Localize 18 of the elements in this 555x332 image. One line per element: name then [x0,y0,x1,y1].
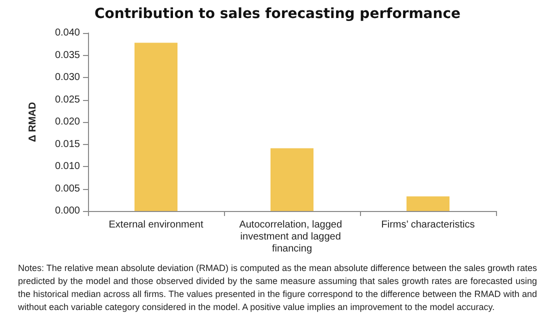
bar [270,148,314,211]
y-axis-title: Δ RMAD [28,102,38,142]
y-tick-label: 0.025 [54,94,80,106]
x-tick-label: External environment [108,220,204,230]
y-tick-label: 0.000 [54,206,80,216]
bar [134,42,178,211]
bar [406,196,450,211]
x-tick-label: Firms’ characteristics [381,220,475,230]
chart-title: Contribution to sales forecasting performance [94,6,461,22]
y-tick-label: 0.040 [54,28,80,38]
y-tick-label: 0.020 [54,116,80,128]
y-tick-label: 0.010 [54,161,80,172]
y-tick-label: 0.015 [54,138,80,150]
y-tick-label: 0.035 [54,50,80,61]
text: Notes: The relative mean absolute deviation (RMAD) is computed as the mean absolute difference between the sales growth rates predicted by the model and those observed divided by the same measure assuming that sales growth rates are forecasted using the historical median across all firms. The values presented in the figure correspond to the difference between the RMAD with and without each variable category considered in the model. A positive value implies an improvement to the model accuracy. [18,262,537,314]
y-tick-label: 0.005 [54,183,80,194]
y-tick-label: 0.030 [54,72,80,83]
x-tick-label: Autocorrelation, lagged investment and lagged financing [239,220,345,254]
